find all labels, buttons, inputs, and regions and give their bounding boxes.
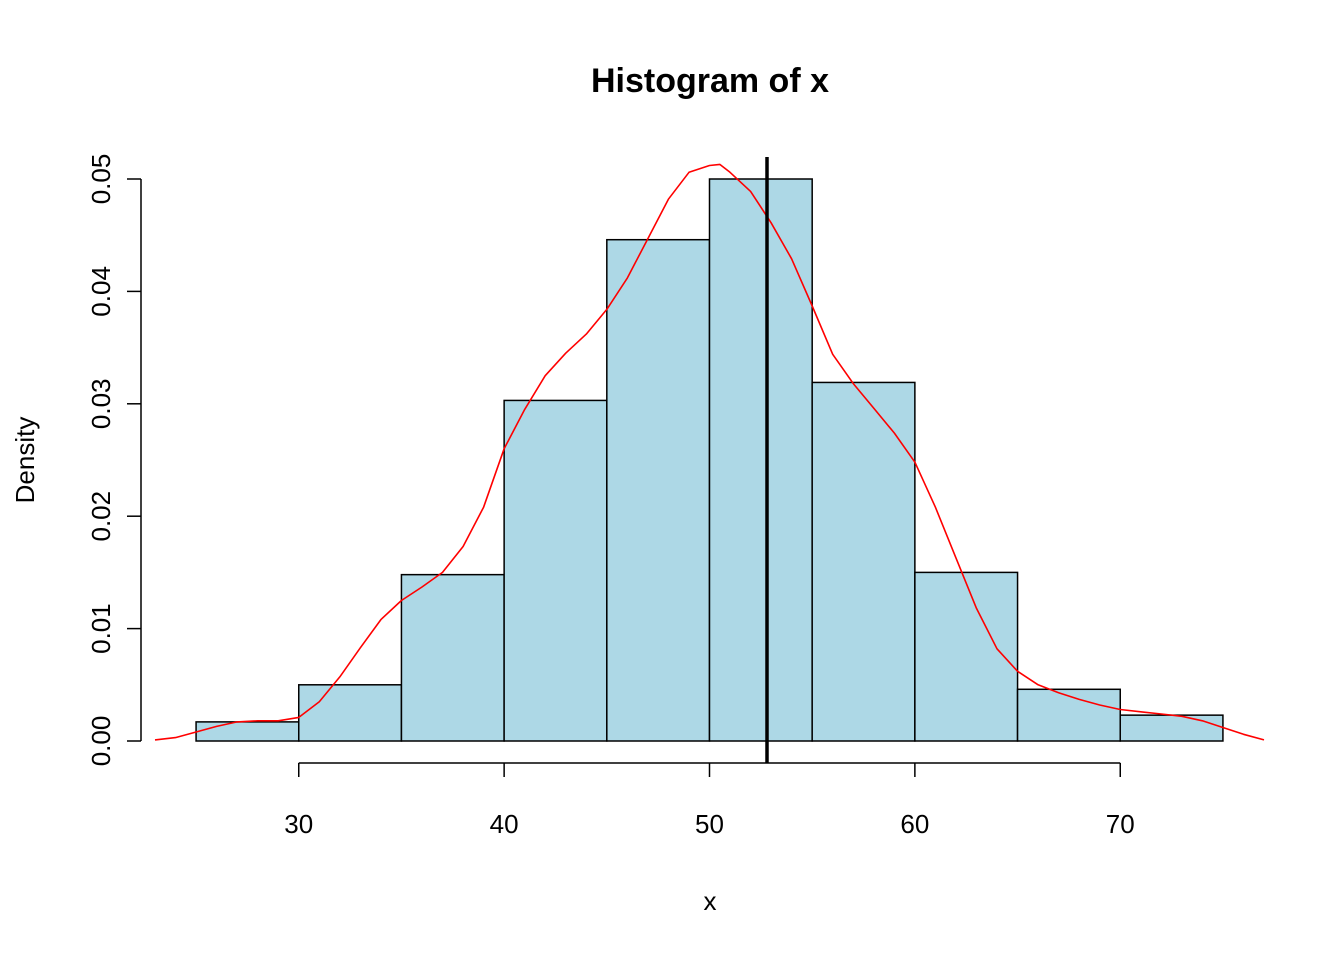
x-axis-label: x xyxy=(704,886,717,916)
histogram-bar-5 xyxy=(708,178,813,742)
histogram-bar-0 xyxy=(195,721,300,742)
y-axis: 0.00 0.01 0.02 0.03 0.04 0.05 xyxy=(86,154,142,767)
y-tick-label-3: 0.03 xyxy=(86,378,116,429)
histogram-bar-9 xyxy=(1119,714,1224,742)
histogram-bar-2 xyxy=(400,573,505,742)
histogram-bar-4 xyxy=(606,238,711,742)
histogram-bar-7 xyxy=(914,571,1019,742)
x-tick-label-1: 40 xyxy=(490,809,519,839)
histogram-bars xyxy=(195,178,1224,742)
density-curve-group xyxy=(154,163,1265,741)
chart-title: Histogram of x xyxy=(591,62,829,100)
x-tick-label-3: 60 xyxy=(900,809,929,839)
y-tick-label-1: 0.01 xyxy=(86,603,116,654)
histogram-bar-8 xyxy=(1016,688,1121,742)
y-tick-label-4: 0.04 xyxy=(86,266,116,317)
x-tick-label-4: 70 xyxy=(1106,809,1135,839)
y-tick-label-2: 0.02 xyxy=(86,491,116,542)
histogram-bar-1 xyxy=(298,684,403,742)
histogram-bar-6 xyxy=(811,381,916,742)
y-axis-label: Density xyxy=(10,417,40,504)
y-tick-label-5: 0.05 xyxy=(86,154,116,205)
density-curve xyxy=(154,163,1265,741)
x-tick-label-2: 50 xyxy=(695,809,724,839)
x-tick-label-0: 30 xyxy=(284,809,313,839)
histogram-bar-3 xyxy=(503,399,608,742)
y-tick-label-0: 0.00 xyxy=(86,716,116,767)
x-axis: 30 40 50 60 70 xyxy=(284,762,1135,839)
